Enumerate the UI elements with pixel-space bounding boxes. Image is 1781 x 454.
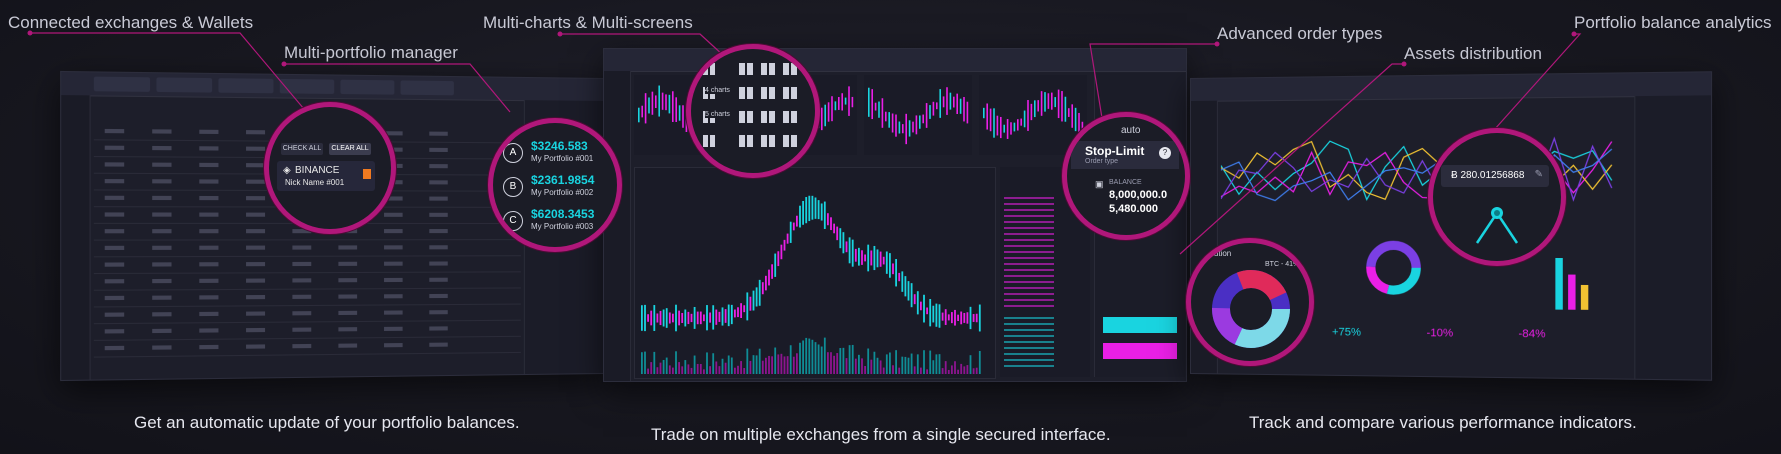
zoom-exchange-selector: CHECK ALL CLEAR ALL ◈ BINANCE Nick Name … — [264, 102, 396, 234]
layout-label: 4 charts — [705, 87, 730, 94]
layout-option-icon[interactable] — [761, 87, 775, 99]
check-all-button[interactable]: CHECK ALL — [281, 143, 323, 155]
portfolio-value: $2361.9854 — [531, 173, 594, 187]
zoom-assets-distribution: istribution BTC - 41% — [1186, 238, 1314, 366]
layout-option-icon[interactable] — [739, 111, 753, 123]
exchange-name: BINANCE — [295, 165, 339, 176]
portfolio-letter-icon: C — [503, 211, 523, 231]
zoom-portfolio-list: A $3246.583 My Portfolio #001 B $2361.9854 My… — [488, 118, 622, 252]
order-type-box[interactable]: Stop-Limit Order type ? — [1071, 141, 1179, 169]
zoom-order-type: auto Stop-Limit Order type ? ▣ BALANCE 8… — [1062, 112, 1190, 240]
layout-option-icon[interactable] — [739, 87, 753, 99]
layout-option-icon[interactable] — [739, 63, 753, 75]
portfolio-item[interactable]: A $3246.583 My Portfolio #001 — [503, 137, 613, 171]
portfolio-item[interactable]: B $2361.9854 My Portfolio #002 — [503, 171, 613, 205]
clear-all-button[interactable]: CLEAR ALL — [329, 143, 371, 155]
zoom-chart-layouts: 4 charts 5 charts — [686, 44, 820, 178]
donut-chart — [1191, 243, 1309, 361]
binance-icon: ◈ — [283, 165, 291, 176]
portfolio-value: $3246.583 — [531, 139, 588, 153]
layout-option-icon[interactable] — [761, 111, 775, 123]
order-type-value: Stop-Limit — [1085, 144, 1144, 158]
trash-icon[interactable] — [363, 169, 371, 179]
balance-label: BALANCE — [1109, 179, 1142, 186]
layout-option-icon[interactable] — [783, 87, 797, 99]
exchange-card[interactable]: ◈ BINANCE Nick Name #001 — [277, 161, 375, 191]
layout-option-icon[interactable] — [703, 135, 717, 147]
portfolio-name: My Portfolio #003 — [531, 222, 593, 231]
portfolio-letter-icon: A — [503, 143, 523, 163]
portfolio-item[interactable]: C $6208.3453 My Portfolio #003 — [503, 205, 613, 239]
balance-2: 5,480.000 — [1109, 203, 1158, 215]
caption-middle: Trade on multiple exchanges from a singl… — [651, 425, 1111, 445]
portfolio-name: My Portfolio #002 — [531, 188, 593, 197]
layout-option-icon[interactable] — [783, 63, 797, 75]
layout-option-icon[interactable] — [783, 135, 797, 147]
layout-option-icon[interactable] — [761, 135, 775, 147]
layout-option-icon[interactable] — [761, 63, 775, 75]
layout-option-icon[interactable] — [739, 135, 753, 147]
wallet-icon: ▣ — [1095, 179, 1104, 190]
portfolio-letter-icon: B — [503, 177, 523, 197]
layout-option-icon[interactable] — [783, 111, 797, 123]
help-icon[interactable]: ? — [1159, 147, 1171, 159]
balance-1: 8,000,000.0 — [1109, 189, 1167, 201]
layout-label: 5 charts — [705, 111, 730, 118]
zoom-balance-analytics: Ƀ 280.01256868 ✎ — [1428, 128, 1566, 266]
caption-left: Get an automatic update of your portfoli… — [134, 413, 520, 433]
nickname: Nick Name #001 — [285, 178, 344, 187]
portfolio-name: My Portfolio #001 — [531, 154, 593, 163]
order-type-label: Order type — [1085, 158, 1118, 165]
caption-right: Track and compare various performance in… — [1249, 413, 1637, 433]
portfolio-value: $6208.3453 — [531, 207, 594, 221]
order-mode[interactable]: auto — [1121, 125, 1140, 136]
layout-option-icon[interactable] — [703, 63, 717, 75]
